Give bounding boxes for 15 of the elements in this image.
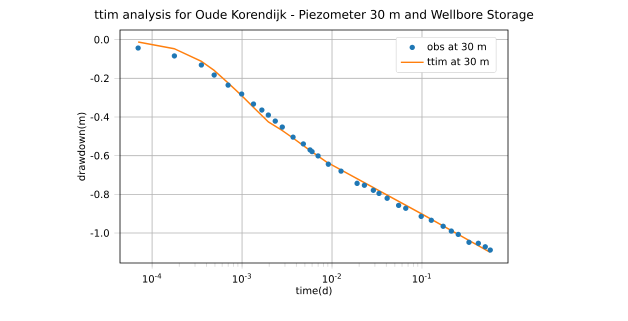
x-tick-label: 10$^{-1}$ <box>412 273 431 283</box>
y-tick-label: -0.8 <box>90 190 109 198</box>
y-tick-label: -0.6 <box>90 152 109 160</box>
legend-label: ttim at 30 m <box>427 58 489 66</box>
chart-title: ttim analysis for Oude Korendijk - Piezometer 30 m and Wellbore Storage <box>94 10 534 22</box>
legend-label: obs at 30 m <box>428 42 486 50</box>
x-tick-label: 10$^{-2}$ <box>322 273 341 283</box>
y-tick-label: -1.0 <box>90 229 109 237</box>
y-tick-label: -0.2 <box>90 74 109 82</box>
y-tick-label: 0.0 <box>94 36 109 44</box>
x-axis-title: time(d) <box>296 286 332 296</box>
y-tick-label: -0.4 <box>90 113 110 121</box>
x-tick-label: 10$^{-3}$ <box>232 273 252 283</box>
y-axis-title: drawdown(m) <box>77 112 86 181</box>
x-tick-label: 10$^{-4}$ <box>143 273 162 283</box>
